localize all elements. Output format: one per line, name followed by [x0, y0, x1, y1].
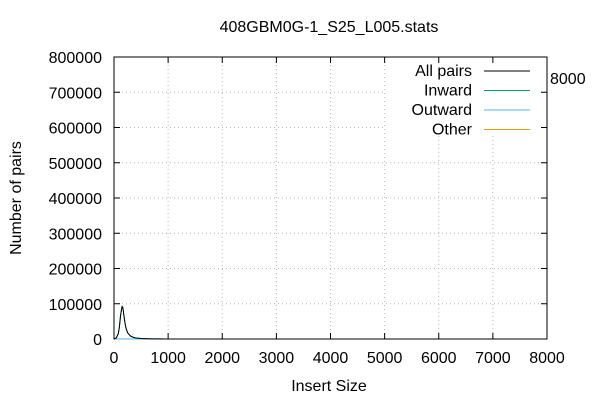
- legend-label: Other: [432, 122, 473, 139]
- x-tick-label: 4000: [313, 350, 349, 367]
- y-axis-title: Number of pairs: [8, 141, 25, 255]
- legend-label: Inward: [424, 83, 472, 100]
- legend-label: All pairs: [415, 63, 472, 80]
- y-tick-label: 500000: [49, 156, 102, 173]
- y-tick-label: 100000: [49, 297, 102, 314]
- y-tick-label: 200000: [49, 262, 102, 279]
- x-tick-label: 0: [110, 350, 119, 367]
- x-tick-label: 2000: [204, 350, 240, 367]
- x-tick-label: 1000: [150, 350, 186, 367]
- y-tick-label: 300000: [49, 226, 102, 243]
- x-ticks: 0 1000 2000 3000 4000 5000 6000 7000 8000: [110, 57, 565, 367]
- legend-label: Outward: [412, 102, 472, 119]
- x-axis-title: Insert Size: [291, 378, 367, 395]
- x-tick-label: 6000: [421, 350, 457, 367]
- y-tick-label: 400000: [49, 191, 102, 208]
- y-tick-label: 600000: [49, 121, 102, 138]
- y-ticks: 0 100000 200000 300000 400000 500000 600000 700…: [49, 50, 547, 349]
- grid-lines: [114, 57, 547, 339]
- chart-title: 408GBM0G-1_S25_L005.stats: [220, 19, 439, 36]
- series-lines: [113, 305, 547, 340]
- x-tick-label: 8000: [529, 350, 565, 367]
- series-line-all-pairs: [113, 305, 547, 340]
- x-tick-label: 3000: [259, 350, 295, 367]
- y-tick-label: 800000: [49, 50, 102, 67]
- x-tick-label: 5000: [367, 350, 403, 367]
- legend: All pairs Inward Outward Other: [412, 63, 530, 139]
- y-tick-label: 700000: [49, 85, 102, 102]
- x-tick-label: 7000: [475, 350, 511, 367]
- y-tick-label: 0: [93, 332, 102, 349]
- stray-label: 8000: [550, 71, 586, 88]
